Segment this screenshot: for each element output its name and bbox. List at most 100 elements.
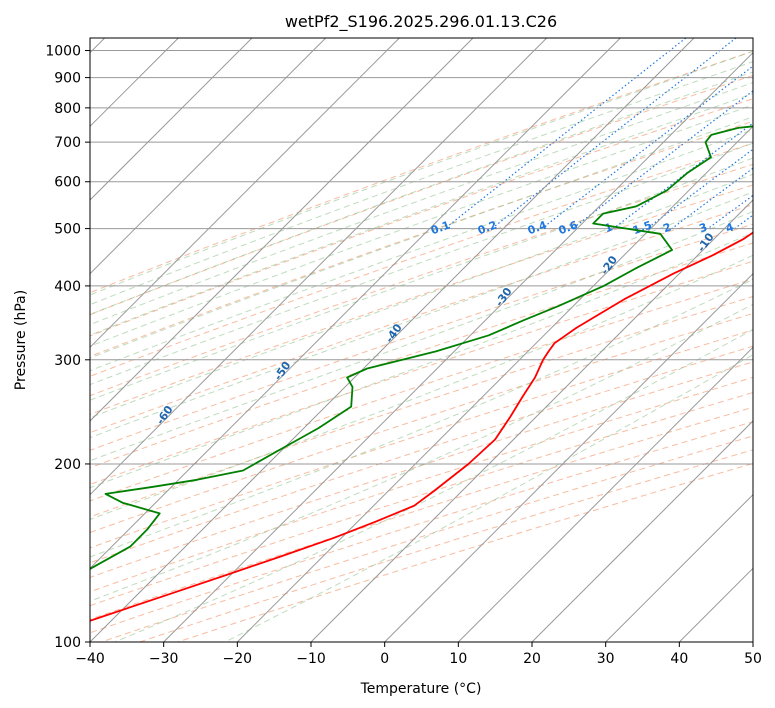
mixing-ratio-label: 0.1 xyxy=(429,218,452,237)
x-tick-label: −20 xyxy=(223,651,253,667)
x-tick-label: 10 xyxy=(449,651,467,667)
x-tick-label: −40 xyxy=(75,651,105,667)
temperature-profile-line xyxy=(90,231,753,622)
moist-adiabat-line xyxy=(90,128,753,372)
moist-adiabat-line xyxy=(90,157,753,401)
moist-adiabat-line xyxy=(90,82,753,326)
y-tick-label: 900 xyxy=(54,71,81,87)
dry-adiabat-label: -10 xyxy=(695,230,717,254)
dry-adiabat-line xyxy=(90,74,753,316)
y-tick-label: 500 xyxy=(54,222,81,238)
isotherm-line xyxy=(90,38,474,422)
dry-adiabat-line xyxy=(90,329,753,549)
moist-adiabat-line xyxy=(90,50,753,296)
isotherm-line xyxy=(752,641,753,642)
mixing-ratio-label: 4 xyxy=(724,220,736,235)
y-tick-label: 400 xyxy=(54,279,81,295)
x-axis-label: Temperature (°C) xyxy=(360,681,482,697)
moist-adiabat-line xyxy=(90,61,753,306)
mixing-ratio-line xyxy=(612,122,753,230)
moist-adiabat-line xyxy=(90,142,753,386)
dry-adiabat-line xyxy=(90,163,753,397)
moist-adiabat-line xyxy=(90,104,753,347)
isotherm-line xyxy=(90,38,400,349)
dry-adiabat-label: -20 xyxy=(598,253,620,277)
x-tick-label: −10 xyxy=(296,651,326,667)
dry-adiabat-label: -30 xyxy=(493,285,515,309)
x-axis-ticks: −40 −30 −20 −10 0 10 20 30 40 50 xyxy=(75,642,762,667)
mixing-ratio-line xyxy=(491,38,737,230)
reference-line-labels: -100-90-80-70-60-50-40-30-20-10010203040… xyxy=(154,218,775,427)
x-tick-label: 0 xyxy=(380,651,389,667)
isotherm-line xyxy=(678,567,753,642)
dry-adiabat-label: -50 xyxy=(271,359,293,383)
mixing-ratio-label: 2 xyxy=(661,220,673,235)
isotherms xyxy=(90,38,753,642)
isotherm-line xyxy=(90,38,548,496)
mixing-ratio-line xyxy=(671,167,753,230)
mixing-ratio-label: 1.5 xyxy=(631,218,654,237)
isotherm-line xyxy=(605,493,753,642)
y-tick-label: 1000 xyxy=(45,44,81,60)
isotherm-line xyxy=(384,272,753,642)
moist-adiabat-line xyxy=(90,71,753,316)
y-axis-ticks: 100 200 300 400 500 600 700 800 900 1000 xyxy=(45,44,90,651)
moist-adiabat-line xyxy=(90,173,753,419)
dry-adiabat-line xyxy=(101,435,753,642)
y-tick-label: 600 xyxy=(54,175,81,191)
plot-area: -100-90-80-70-60-50-40-30-20-10010203040… xyxy=(90,38,775,642)
y-tick-label: 200 xyxy=(54,457,81,473)
moist-adiabat-line xyxy=(90,278,753,558)
moist-adiabat-line xyxy=(90,303,753,602)
isotherm-line xyxy=(457,346,753,642)
plot-frame xyxy=(89,37,754,643)
mixing-ratio-line xyxy=(572,90,753,230)
y-tick-label: 300 xyxy=(54,353,81,369)
moist-adiabat-line xyxy=(224,354,753,642)
mixing-ratio-label: 0.4 xyxy=(526,218,549,237)
moist-adiabat-line xyxy=(90,92,753,336)
dry-adiabat-line xyxy=(90,184,753,415)
mixing-ratio-label: 3 xyxy=(697,220,709,235)
dry-adiabat-label: -40 xyxy=(383,321,405,345)
isotherm-line xyxy=(531,420,753,642)
mixing-ratio-label: 0.6 xyxy=(557,218,580,237)
mixing-ratio-lines xyxy=(444,38,753,230)
isobars xyxy=(90,50,753,642)
mixing-ratio-label: 0.2 xyxy=(476,218,499,237)
mixing-ratio-line xyxy=(541,65,753,230)
mixing-ratio-label: 6 xyxy=(763,220,775,235)
dry-adiabat-line xyxy=(90,361,753,578)
isotherm-line xyxy=(90,38,253,201)
y-tick-label: 100 xyxy=(54,635,81,651)
isotherm-line xyxy=(310,199,753,642)
isotherm-line xyxy=(236,125,753,642)
sounding-profiles xyxy=(90,125,753,622)
isotherm-line xyxy=(90,38,621,570)
dry-adiabat-line xyxy=(90,242,753,469)
dry-adiabat-line xyxy=(90,50,753,294)
chart-title: wetPf2_S196.2025.296.01.13.C26 xyxy=(285,12,557,32)
dry-adiabat-line xyxy=(90,223,753,451)
y-axis-label: Pressure (hPa) xyxy=(13,290,29,390)
dry-adiabat-line xyxy=(90,376,753,593)
x-tick-label: −30 xyxy=(149,651,179,667)
mixing-ratio-line xyxy=(734,214,753,230)
x-tick-label: 50 xyxy=(744,651,762,667)
isotherm-line xyxy=(163,51,753,642)
dry-adiabat-line xyxy=(90,142,753,377)
isotherm-line xyxy=(90,38,695,642)
y-tick-label: 800 xyxy=(54,101,81,117)
mixing-ratio-label: 1 xyxy=(603,220,615,235)
dry-adiabat-line xyxy=(90,98,753,337)
x-tick-label: 40 xyxy=(670,651,688,667)
moist-adiabat-line xyxy=(114,329,753,642)
dry-adiabat-line xyxy=(90,312,753,534)
x-tick-label: 20 xyxy=(523,651,541,667)
isotherm-line xyxy=(90,38,327,275)
y-tick-label: 700 xyxy=(54,135,81,151)
x-tick-label: 30 xyxy=(597,651,615,667)
dry-adiabat-line xyxy=(90,278,753,502)
dewpoint-profile-line xyxy=(90,125,753,571)
